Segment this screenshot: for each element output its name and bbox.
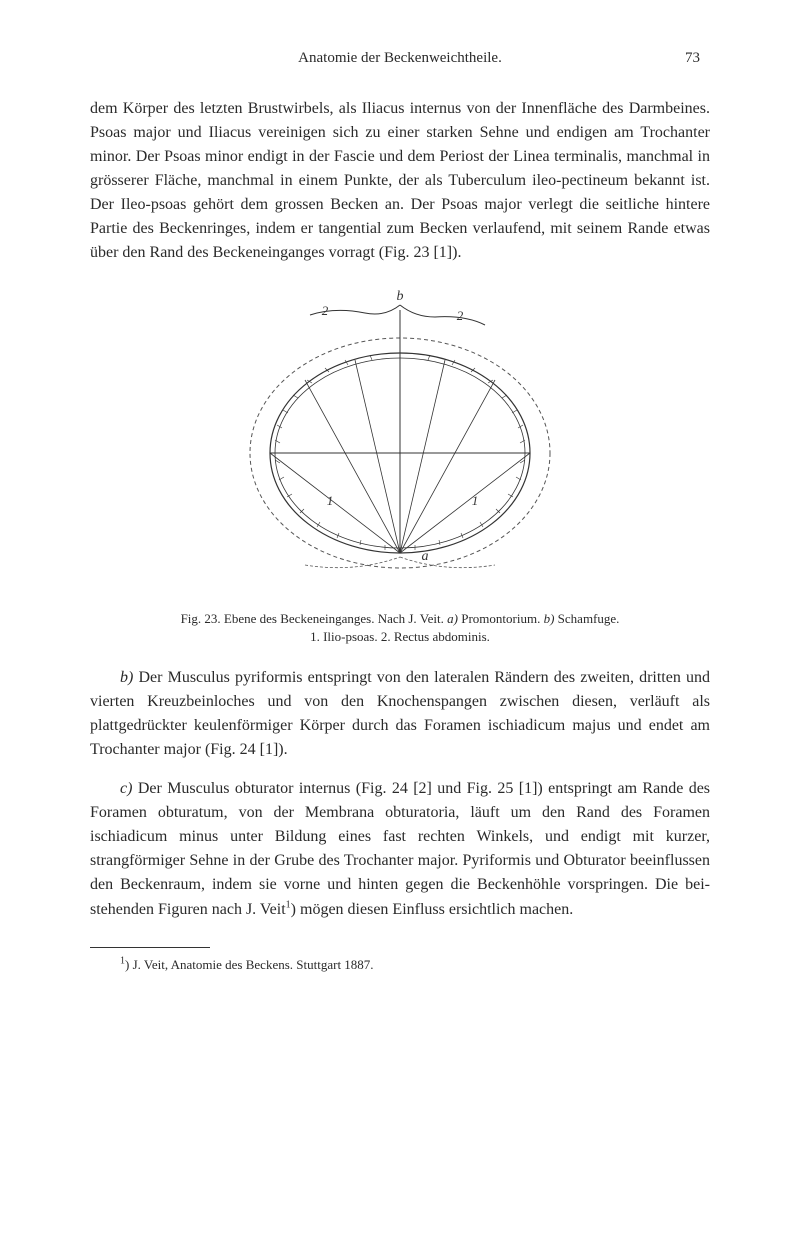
figure-caption: Fig. 23. Ebene des Beckeneinganges. Nach… <box>130 610 670 646</box>
label-1-left: 1 <box>327 493 334 508</box>
figure-23: b 2 2 <box>90 285 710 590</box>
label-1-right: 1 <box>472 493 479 508</box>
footnote-rule <box>90 947 210 948</box>
footnote-text: 1) J. Veit, Anatomie des Beckens. Stuttg… <box>120 957 374 972</box>
label-2-left: 2 <box>322 303 329 318</box>
running-title: Anatomie der Beckenweichtheile. <box>130 50 670 67</box>
label-b-text: b) <box>120 669 133 686</box>
paragraph-b: b) Der Musculus pyriformis entspringt vo… <box>90 666 710 762</box>
caption-text: Fig. 23. Ebene des Beckeneinganges. Nach… <box>181 611 620 644</box>
paragraph-b-content: Der Musculus pyriformis entspringt von d… <box>90 669 710 758</box>
figure-diagram: b 2 2 <box>235 285 565 585</box>
label-c-text: c) <box>120 780 132 797</box>
paragraph-1: dem Körper des letzten Brustwirbels, als… <box>90 97 710 265</box>
page-header: Anatomie der Beckenweichtheile. 73 <box>90 50 710 67</box>
paragraph-c-content: Der Musculus obturator internus (Fig. 24… <box>90 780 710 917</box>
label-2-right: 2 <box>457 308 464 323</box>
label-b: b <box>397 289 404 304</box>
label-a: a <box>422 549 429 564</box>
paragraph-c: c) Der Musculus obturator internus (Fig.… <box>90 777 710 921</box>
footnote: 1) J. Veit, Anatomie des Beckens. Stuttg… <box>90 956 710 973</box>
page-number: 73 <box>670 50 700 67</box>
